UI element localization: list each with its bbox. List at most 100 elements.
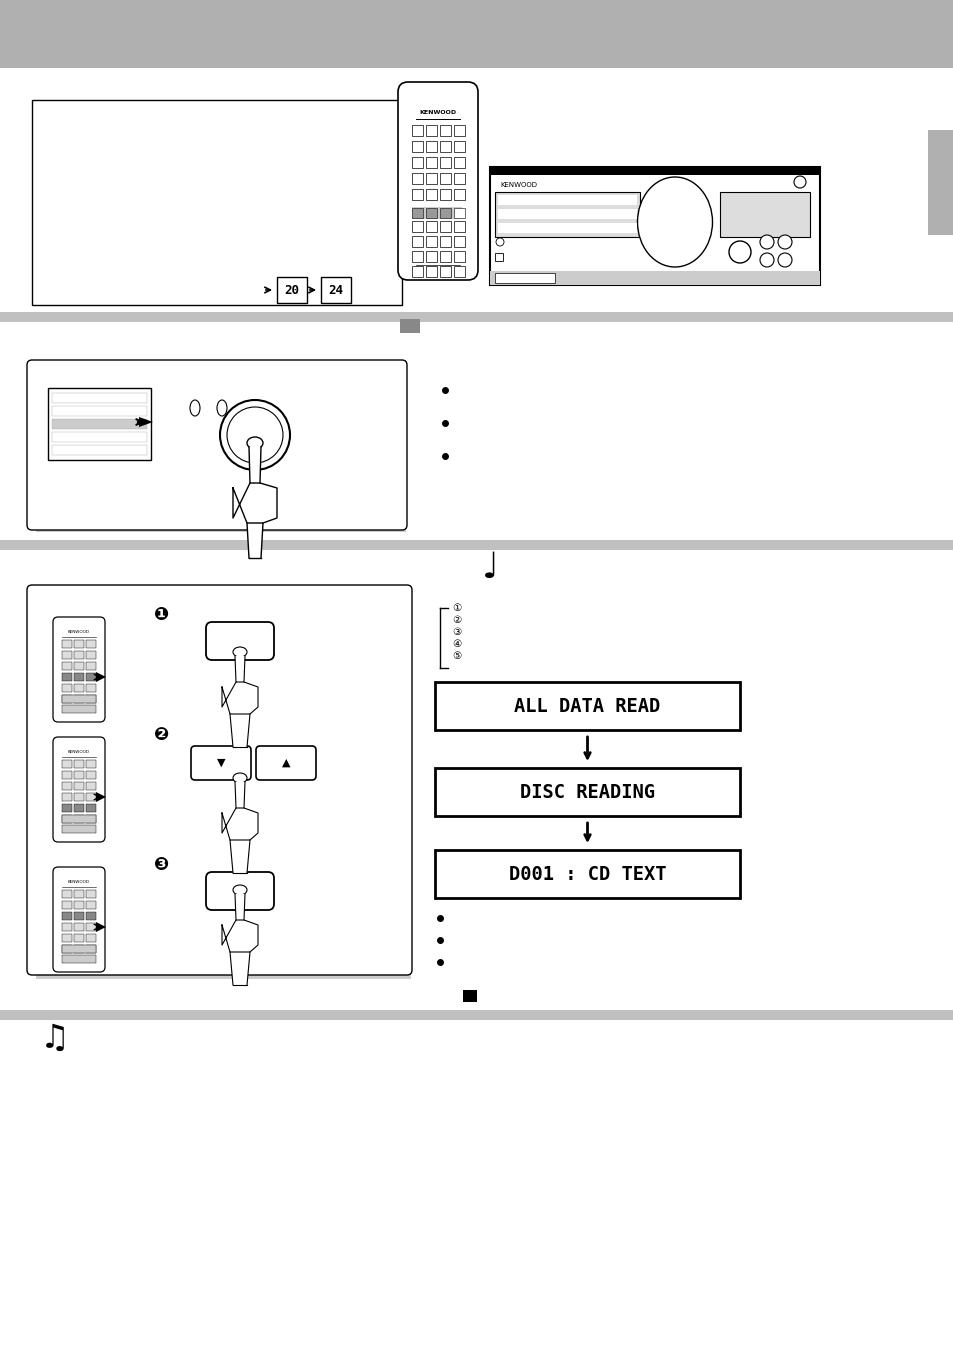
Bar [495,253,502,261]
Ellipse shape [637,177,712,267]
FancyBboxPatch shape [53,867,105,971]
Bar [0,312,953,322]
Bar [412,126,422,136]
Bar [86,673,96,681]
Bar [62,804,71,812]
Text: ❶: ❶ [154,607,170,624]
FancyBboxPatch shape [53,617,105,721]
Bar [412,207,461,219]
Bar [86,662,96,670]
Text: ❷: ❷ [154,725,170,744]
Bar [74,673,84,681]
Text: ALL DATA READ: ALL DATA READ [514,697,659,716]
Bar [320,277,351,303]
Bar [495,273,555,282]
Text: ❸: ❸ [154,857,170,874]
Text: KENWOOD: KENWOOD [419,109,456,115]
Bar [86,694,96,703]
Bar [426,266,436,277]
Bar [74,923,84,931]
Text: ④: ④ [452,639,460,648]
Text: 24: 24 [328,284,343,296]
Circle shape [778,253,791,267]
Bar [62,640,71,648]
Text: ♫: ♫ [40,1021,70,1055]
Ellipse shape [190,400,200,416]
Bar [62,815,71,823]
Bar [276,277,307,303]
Bar [439,157,451,168]
Circle shape [496,238,503,246]
Bar [74,651,84,659]
Bar [490,272,820,285]
Bar [454,126,464,136]
Bar [86,815,96,823]
Bar [927,130,953,235]
Bar [52,393,147,403]
Bar [86,912,96,920]
Bar [74,684,84,692]
Bar [52,432,147,442]
Bar [439,251,451,262]
Ellipse shape [233,773,247,784]
FancyBboxPatch shape [206,621,274,661]
Bar [62,651,71,659]
Text: ▲: ▲ [281,758,290,767]
Bar [454,157,464,168]
Polygon shape [222,920,257,952]
Bar [426,189,436,200]
Bar [439,236,451,247]
Bar [0,540,953,550]
Text: ②: ② [452,615,460,626]
Bar [454,266,464,277]
Bar [412,236,422,247]
Bar [62,815,96,823]
Text: ⑤: ⑤ [452,651,460,661]
Bar [412,173,422,184]
Bar [74,640,84,648]
Bar [74,662,84,670]
Bar [439,126,451,136]
FancyBboxPatch shape [255,746,315,780]
Bar [62,694,96,703]
Bar [48,388,151,459]
Bar [426,251,436,262]
Polygon shape [234,657,245,682]
Bar [62,934,71,942]
Polygon shape [247,523,263,558]
Polygon shape [234,782,245,808]
Bar [0,0,953,68]
Bar [86,804,96,812]
Bar [412,189,422,200]
Bar [86,640,96,648]
Bar [62,705,96,713]
Ellipse shape [247,436,263,449]
Circle shape [778,235,791,249]
Bar [86,782,96,790]
Circle shape [220,400,290,470]
FancyBboxPatch shape [27,585,412,975]
Bar [52,407,147,416]
Bar [497,209,637,219]
Bar [439,141,451,153]
Bar [74,890,84,898]
Bar [412,141,422,153]
Bar [720,192,809,236]
Bar [86,761,96,767]
Bar [86,923,96,931]
Bar [86,651,96,659]
Bar [435,682,740,730]
Bar [62,793,71,801]
Bar [439,189,451,200]
Bar [74,934,84,942]
Text: KENWOOD: KENWOOD [68,750,90,754]
Bar [86,771,96,780]
Bar [86,901,96,909]
Bar [62,761,71,767]
Bar [86,944,96,952]
Circle shape [760,235,773,249]
Bar [412,157,422,168]
Bar [62,890,71,898]
Bar [426,141,436,153]
FancyBboxPatch shape [53,738,105,842]
